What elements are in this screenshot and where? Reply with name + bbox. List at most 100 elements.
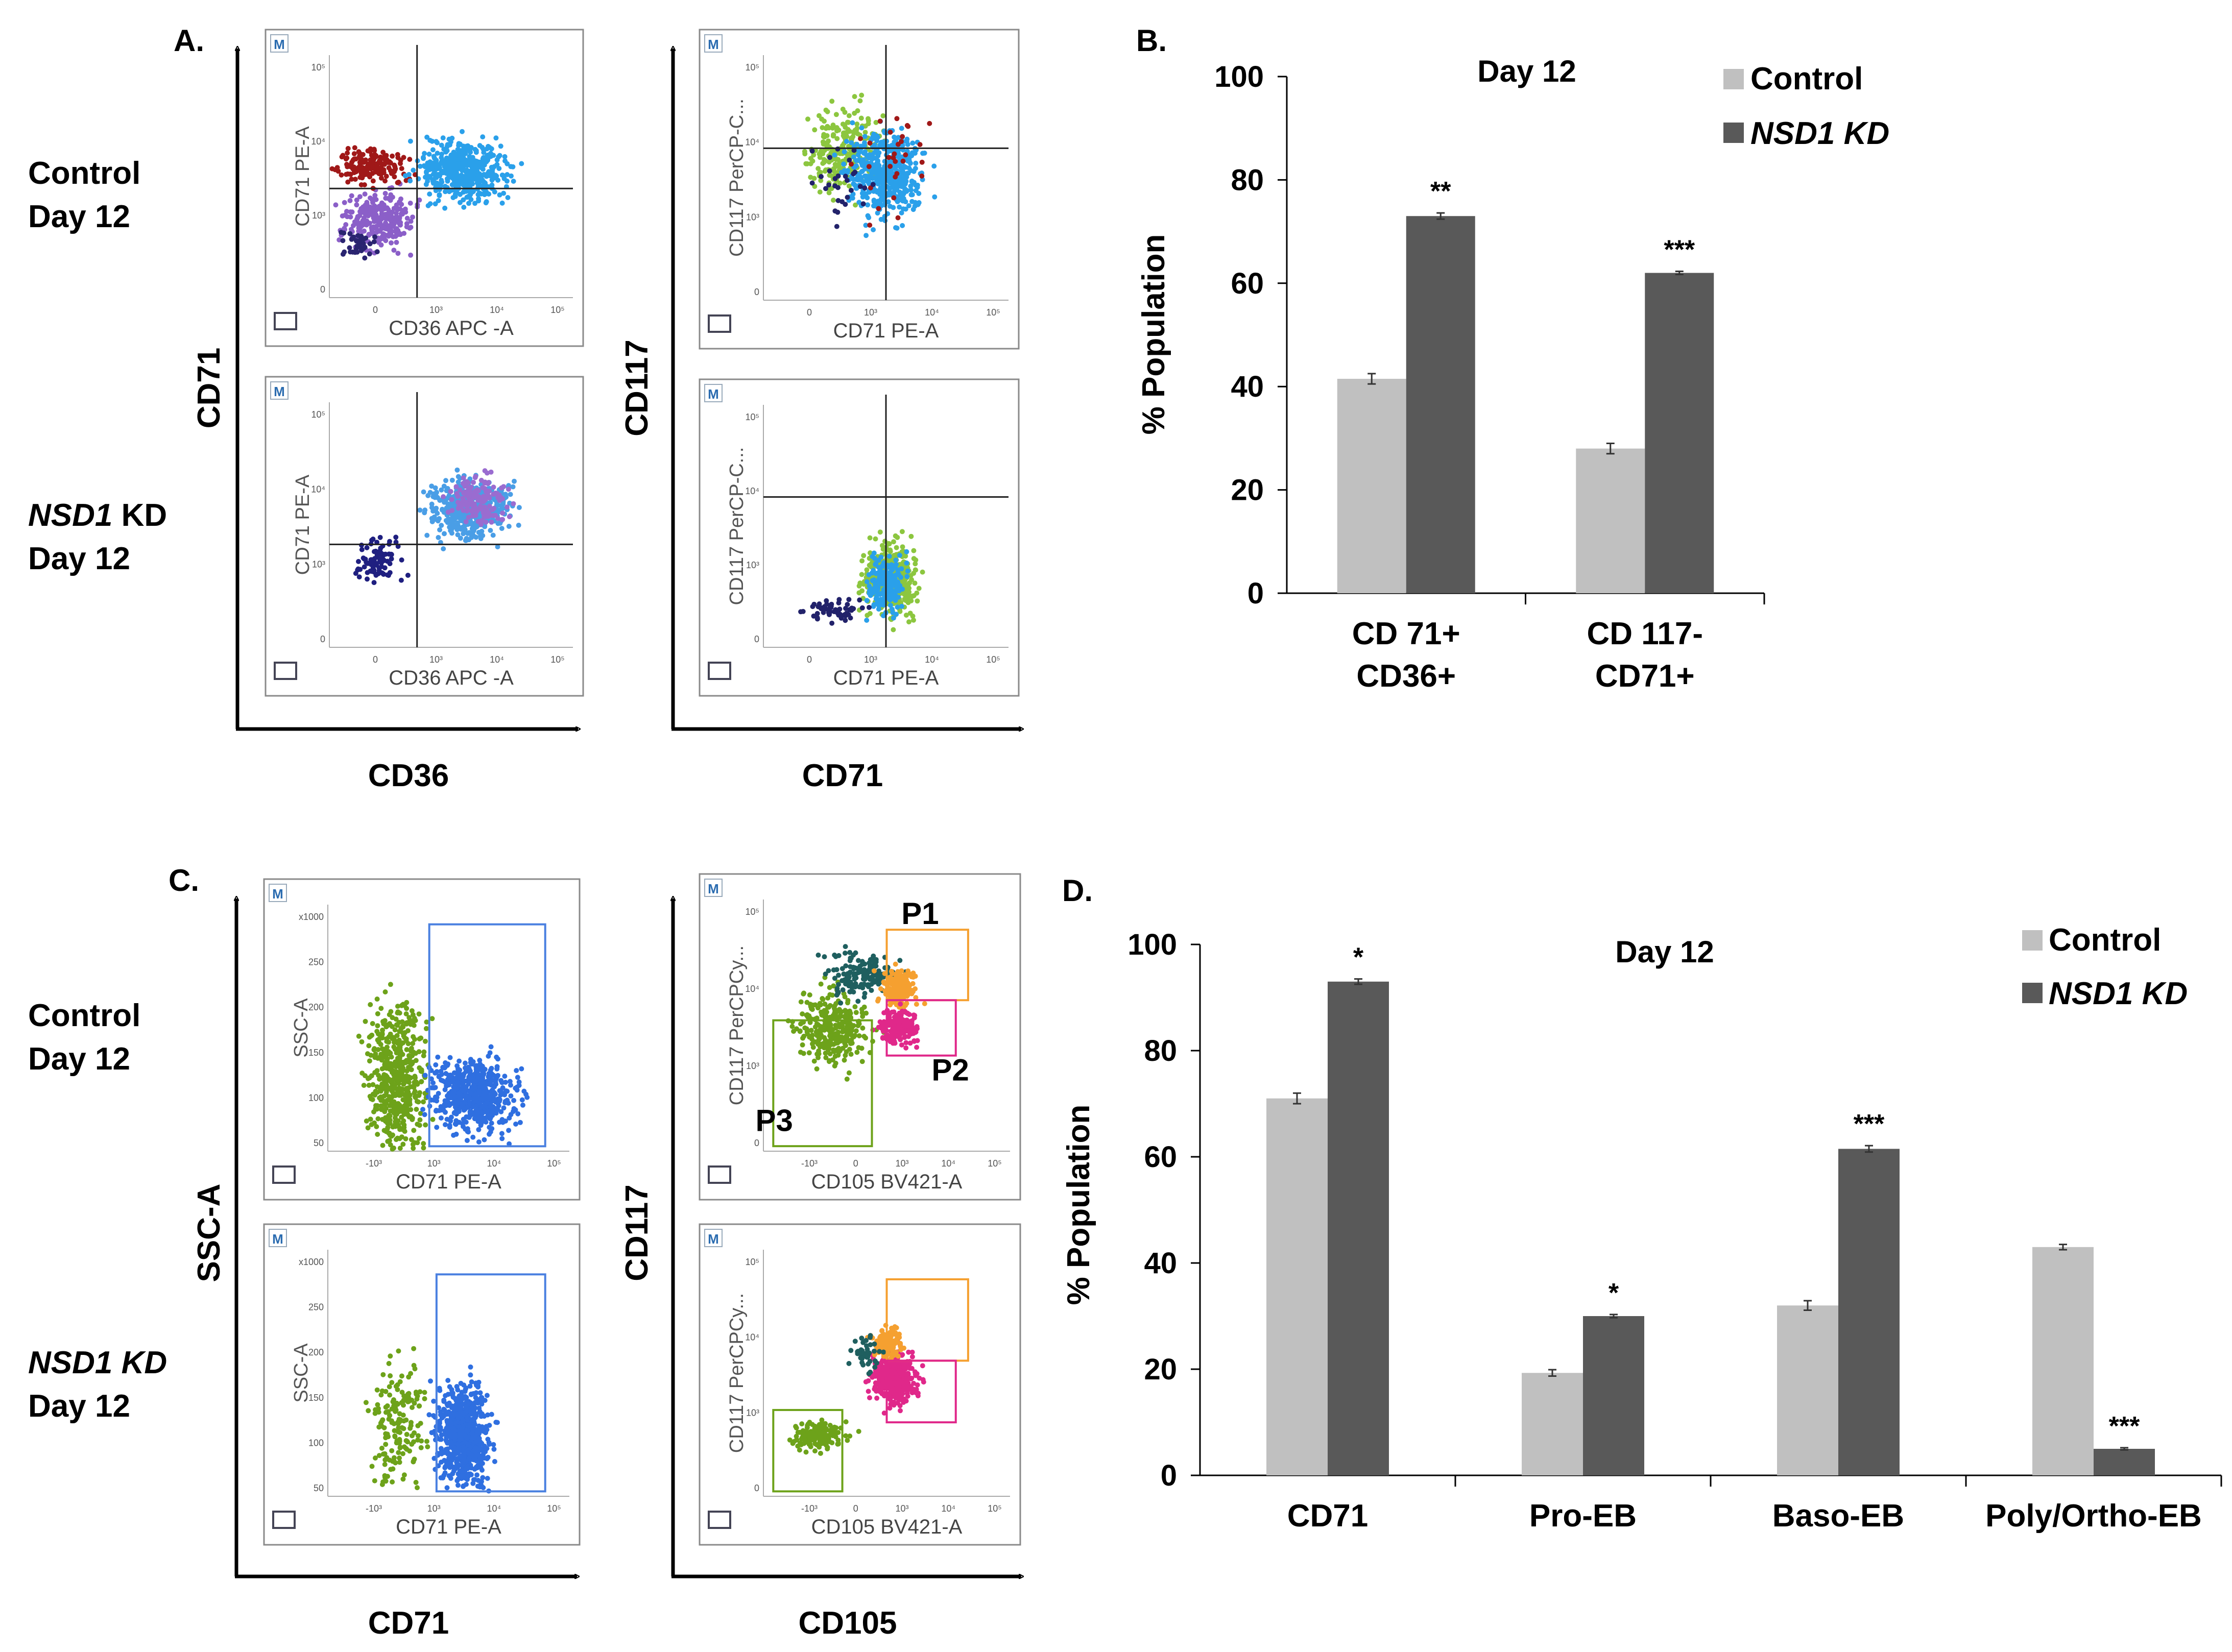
- event-dot: [422, 1396, 427, 1401]
- event-dot: [470, 513, 475, 519]
- event-dot: [822, 168, 828, 174]
- event-dot: [463, 501, 469, 507]
- event-dot: [819, 174, 824, 179]
- event-dot: [876, 603, 881, 609]
- event-dot: [491, 1078, 497, 1083]
- plot-y-tick-label: 10⁴: [745, 137, 759, 148]
- event-dot: [873, 571, 879, 576]
- event-dot: [373, 169, 378, 175]
- event-dot: [891, 615, 896, 621]
- event-dot: [333, 202, 339, 208]
- event-dot: [382, 190, 388, 196]
- event-dot: [433, 201, 438, 207]
- event-dot: [877, 178, 882, 184]
- event-dot: [900, 544, 905, 550]
- event-dot: [382, 1064, 388, 1070]
- event-dot: [506, 483, 511, 489]
- event-dot: [480, 533, 486, 539]
- event-dot: [927, 120, 932, 126]
- event-dot: [904, 560, 909, 566]
- event-dot: [400, 1127, 405, 1132]
- event-dot: [382, 178, 388, 184]
- event-dot: [427, 191, 433, 197]
- event-dot: [414, 1107, 419, 1112]
- event-dot: [385, 1056, 390, 1062]
- event-dot: [388, 1467, 394, 1472]
- event-dot: [386, 1112, 392, 1118]
- panel-c: C. Control Day 12 NSD1 KD Day 12 SSC-A C…: [28, 863, 1021, 1641]
- event-dot: [343, 222, 349, 227]
- plot-x-tick-label: 10³: [864, 307, 877, 318]
- event-dot: [879, 564, 884, 570]
- plot-y-tick-label: 10⁴: [745, 486, 759, 496]
- event-dot: [429, 1085, 435, 1090]
- event-dot: [434, 490, 439, 495]
- event-dot: [474, 1096, 479, 1101]
- event-dot: [411, 1146, 416, 1151]
- event-dot: [439, 523, 444, 528]
- event-dot: [383, 1442, 389, 1447]
- event-dot: [440, 1064, 446, 1070]
- event-dot: [373, 1051, 378, 1057]
- event-dot: [477, 1058, 483, 1063]
- event-dot: [423, 1122, 428, 1128]
- event-dot: [809, 148, 815, 154]
- event-dot: [392, 1082, 397, 1087]
- panel-c-left-y-label: SSC-A: [191, 1184, 227, 1282]
- event-dot: [360, 152, 366, 157]
- event-dot: [932, 194, 938, 200]
- event-dot: [867, 140, 873, 146]
- event-dot: [443, 1071, 449, 1076]
- event-dot: [481, 1104, 486, 1110]
- event-dot: [811, 152, 817, 158]
- event-dot: [493, 173, 498, 178]
- event-dot: [850, 120, 855, 126]
- event-dot: [486, 493, 491, 499]
- event-dot: [479, 528, 485, 534]
- event-dot: [458, 1097, 463, 1102]
- event-dot: [887, 597, 893, 603]
- event-dot: [908, 533, 914, 539]
- event-dot: [461, 497, 466, 503]
- event-dot: [374, 1387, 380, 1393]
- event-dot: [356, 1033, 362, 1039]
- plot-y-label: CD71 PE-A: [292, 474, 314, 575]
- event-dot: [382, 1475, 388, 1480]
- event-dot: [387, 561, 393, 567]
- event-dot: [386, 1049, 392, 1054]
- panel-a-right-x-label: CD71: [802, 758, 883, 793]
- event-dot: [880, 195, 886, 200]
- event-dot: [501, 1105, 507, 1111]
- event-dot: [864, 618, 870, 623]
- event-dot: [397, 1045, 403, 1051]
- event-dot: [399, 1134, 404, 1140]
- event-dot: [860, 201, 866, 207]
- event-dot: [829, 620, 835, 626]
- event-dot: [490, 507, 495, 513]
- event-dot: [893, 174, 898, 180]
- event-dot: [516, 522, 521, 528]
- event-dot: [367, 1058, 372, 1064]
- event-dot: [409, 1008, 415, 1013]
- marker-label: M: [708, 386, 719, 402]
- event-dot: [871, 166, 877, 172]
- event-dot: [372, 152, 377, 157]
- event-dot: [847, 607, 852, 613]
- event-dot: [380, 1019, 386, 1024]
- event-dot: [900, 206, 906, 212]
- plot-x-label: CD71 PE-A: [396, 1516, 501, 1538]
- event-dot: [341, 230, 347, 236]
- event-dot: [393, 540, 399, 545]
- event-dot: [349, 177, 354, 182]
- event-dot: [449, 135, 455, 141]
- plot-y-tick-label: 0: [320, 284, 325, 295]
- event-dot: [365, 561, 371, 566]
- event-dot: [345, 179, 351, 185]
- event-dot: [433, 485, 438, 491]
- event-dot: [488, 1044, 494, 1050]
- plot-y-tick-label: 100: [308, 1092, 324, 1103]
- event-dot: [375, 1132, 380, 1137]
- event-dot: [400, 1024, 405, 1029]
- plot-x-tick-label: 10⁴: [925, 307, 939, 318]
- event-dot: [466, 147, 471, 152]
